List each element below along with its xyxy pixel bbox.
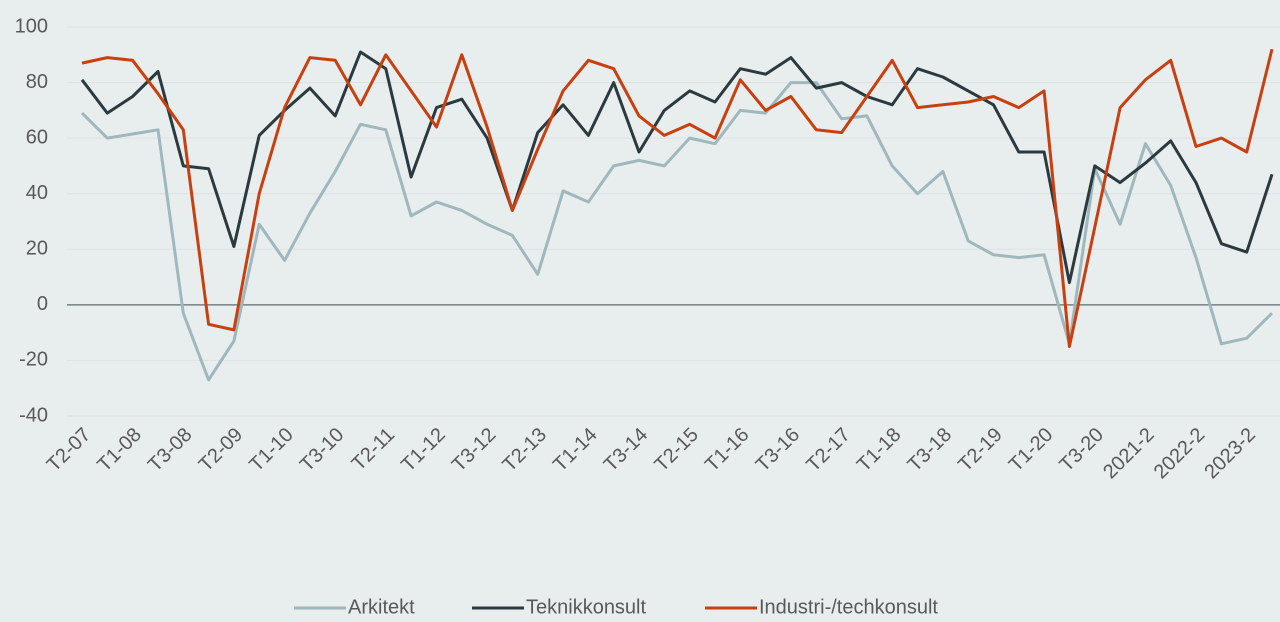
y-tick-label: 20 [26,238,48,260]
y-tick-label: 0 [37,293,48,315]
x-tick-label: 2021-2 [1099,424,1159,484]
legend-label: Teknikkonsult [526,596,647,618]
x-tick-label: 2023-2 [1200,424,1260,484]
x-tick-label: T2-17 [802,424,855,477]
x-tick-label: 2022-2 [1150,424,1210,484]
x-tick-label: T3-12 [448,424,501,477]
x-tick-label: T2-13 [499,424,552,477]
x-tick-label: T3-10 [296,424,349,477]
x-tick-label: T1-12 [397,424,450,477]
y-tick-label: -40 [19,404,48,426]
x-tick-label: T1-16 [701,424,754,477]
y-tick-label: 100 [15,15,48,37]
x-tick-label: T1-20 [1005,424,1058,477]
x-tick-label: T1-14 [549,424,602,477]
x-tick-label: T3-08 [144,424,197,477]
x-tick-label: T3-14 [600,424,653,477]
series-line [80,50,1274,285]
y-tick-label: 80 [26,71,48,93]
series-line [81,48,1274,348]
x-tick-label: T2-07 [43,424,96,477]
x-tick-label: T1-18 [853,424,906,477]
x-tick-label: T2-15 [650,424,703,477]
y-tick-label: 40 [26,182,48,204]
x-tick-label: T3-16 [752,424,805,477]
legend-label: Industri-/techkonsult [759,596,938,618]
x-tick-label: T1-08 [93,424,146,477]
series-line [80,81,1274,382]
x-tick-label: T2-19 [954,424,1007,477]
x-tick-label: T1-10 [245,424,298,477]
x-tick-label: T2-11 [348,424,399,475]
y-tick-label: 60 [26,126,48,148]
y-tick-label: -20 [19,349,48,371]
x-tick-label: T2-09 [195,424,248,477]
x-tick-label: T3-18 [904,424,957,477]
legend-label: Arkitekt [348,596,415,618]
